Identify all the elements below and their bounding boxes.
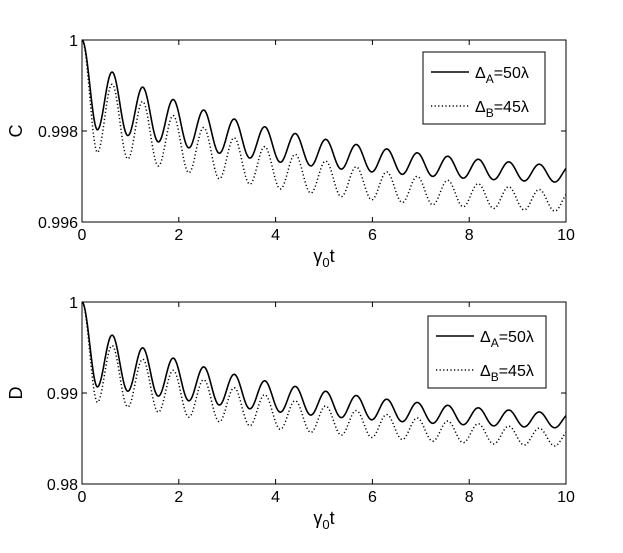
- y-tick-label: 0.996: [38, 215, 78, 232]
- chart-panel-1: 0 2 4 6 8 10 0.996 0.998 1 γ0t C ΔA=50λ ΔB=45λ: [6, 33, 575, 270]
- x-tick-label: 8: [465, 489, 474, 506]
- y-tick-label: 1: [69, 33, 78, 50]
- x-tick-label: 2: [174, 227, 183, 244]
- legend-box: [427, 315, 547, 389]
- y-tick-label: 0.99: [47, 386, 78, 403]
- series-line-A: [81, 301, 567, 429]
- x-tick-label: 4: [271, 227, 280, 244]
- x-tick-label: 0: [78, 489, 87, 506]
- x-tick-label: 6: [368, 489, 377, 506]
- x-tick-label: 0: [78, 227, 87, 244]
- series-line-B: [81, 301, 567, 447]
- legend-box: [422, 51, 546, 125]
- x-tick-label: 4: [271, 489, 280, 506]
- y-tick-label: 1: [69, 295, 78, 312]
- series-line-A: [81, 39, 567, 183]
- legend: ΔA=50λ ΔB=45λ: [427, 315, 547, 389]
- legend-entry: ΔB=45λ: [475, 99, 529, 120]
- series-line-B: [81, 39, 567, 212]
- y-tick-label: 0.998: [38, 124, 78, 141]
- legend-entry: ΔA=50λ: [480, 329, 534, 350]
- y-axis-label: D: [6, 387, 26, 400]
- x-tick-label: 10: [557, 227, 575, 244]
- chart-panel-2: 0 2 4 6 8 10 0.98 0.99 1 γ0t D ΔA=50λ ΔB=45λ: [6, 295, 575, 532]
- x-axis-label: γ0t: [313, 508, 334, 532]
- x-tick-label: 10: [557, 489, 575, 506]
- legend: ΔA=50λ ΔB=45λ: [422, 51, 546, 125]
- x-tick-label: 6: [368, 227, 377, 244]
- legend-entry: ΔB=45λ: [480, 363, 534, 384]
- x-axis-label: γ0t: [313, 246, 334, 270]
- x-tick-label: 8: [465, 227, 474, 244]
- y-axis-label: C: [6, 125, 26, 138]
- legend-entry: ΔA=50λ: [475, 65, 529, 86]
- x-tick-label: 2: [174, 489, 183, 506]
- y-tick-label: 0.98: [47, 477, 78, 494]
